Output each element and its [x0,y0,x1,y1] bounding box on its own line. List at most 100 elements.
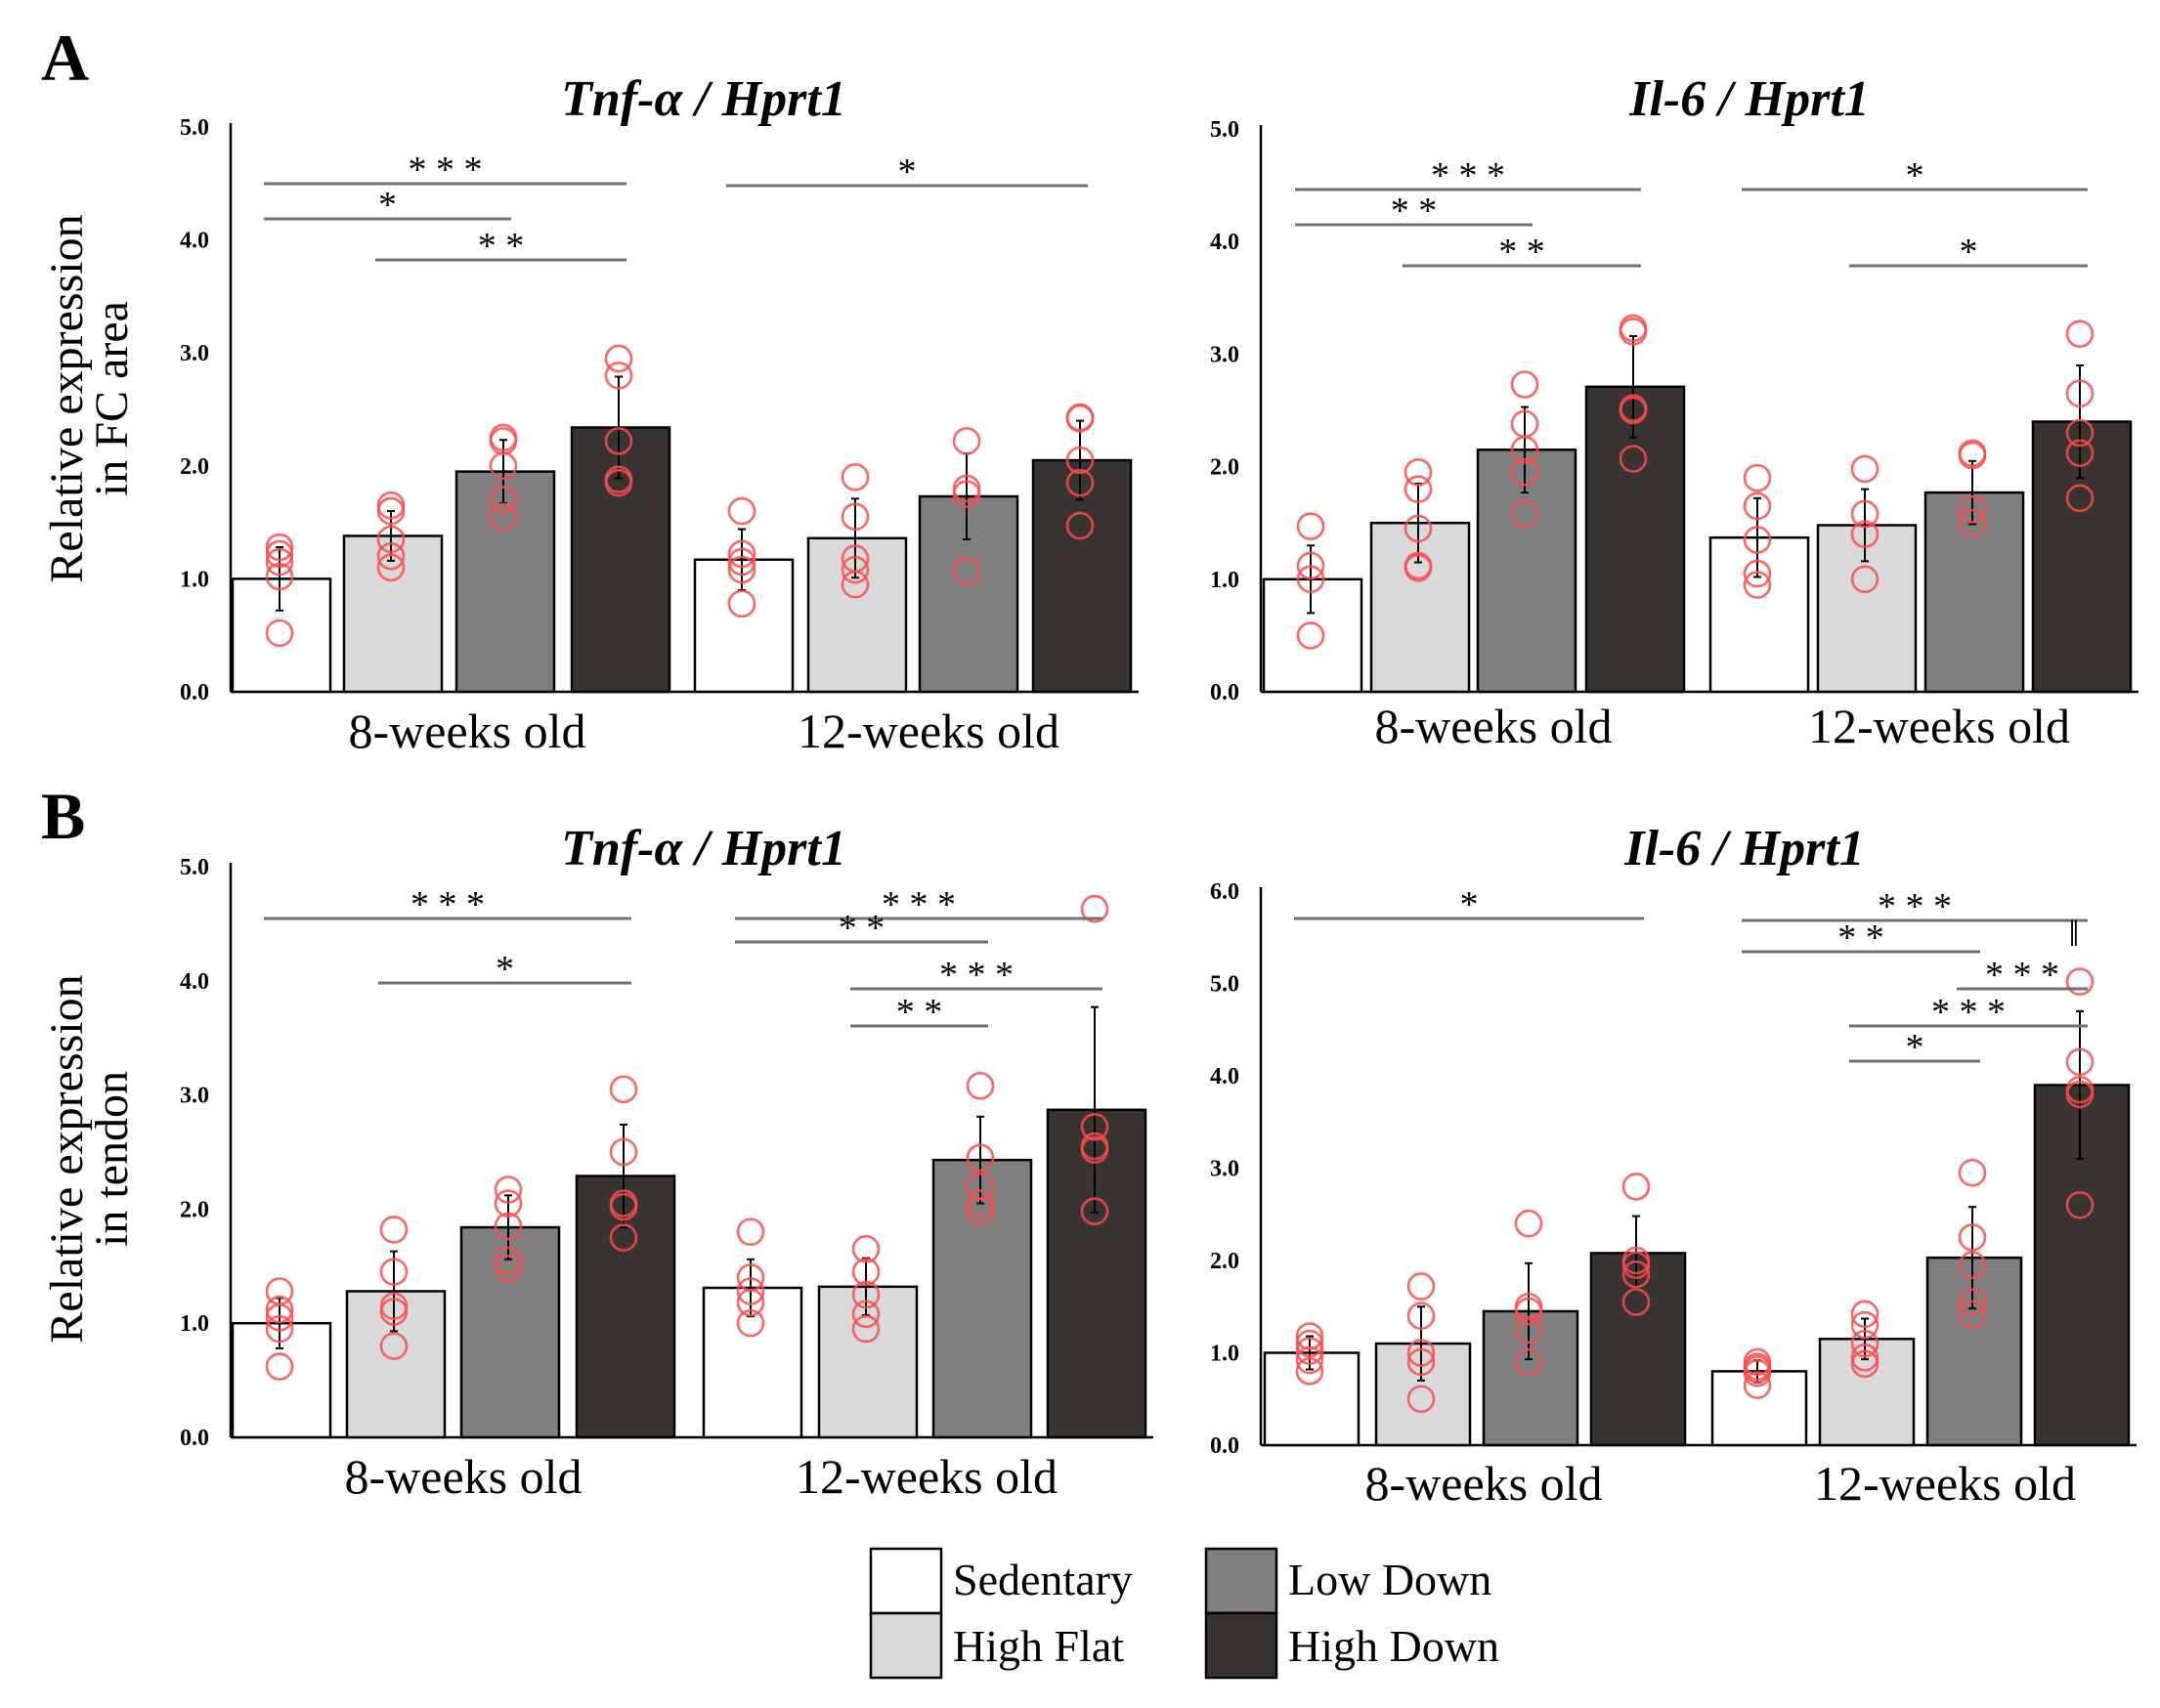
y-tick-label: 2.0 [1210,455,1239,481]
data-point [736,1277,765,1305]
data-point [265,619,294,648]
data-point [851,1258,881,1286]
data-point [1958,495,1987,524]
y-tick-label: 4.0 [180,229,209,254]
bar-sedentary [693,558,795,694]
data-point [1065,511,1095,540]
bar-sedentary [1708,535,1810,694]
data-point [494,1189,523,1217]
data-point [1295,1357,1324,1386]
y-tick-label: 1.0 [1210,1342,1239,1367]
panel-letter-b: B [41,779,85,853]
significance-label: * * [1391,191,1438,232]
category-label: 8-weeks old [1365,1456,1603,1511]
data-point [494,1254,523,1283]
chart-a-tnf: Tnf-α / Hprt1 0.0 1.0 2.0 3.0 4.0 5.0 8-weeks o… [180,71,1139,758]
y-tick-label: 2.0 [180,454,209,480]
data-point [604,427,633,455]
legend-label-low-down: Low Down [1288,1555,1491,1604]
data-point [1743,1371,1772,1399]
data-point [379,1292,409,1320]
y-tick-label: 4.0 [1210,230,1239,255]
chart-a-il6: Il-6 / Hprt1 0.0 1.0 2.0 3.0 4.0 5.0 8-weeks ol… [1210,71,2138,753]
data-point [851,1234,881,1263]
bar-high-down [1589,1252,1687,1447]
y-tick-label: 3.0 [180,341,209,366]
data-point [376,553,406,582]
data-point [1743,571,1772,599]
data-point [379,1258,409,1286]
data-point [1510,409,1539,439]
data-point [2065,379,2095,408]
data-point [604,465,633,493]
data-point [1080,1197,1109,1226]
significance-label: * * * [1431,155,1505,196]
category-label: 12-weeks old [796,1449,1058,1504]
significance-label: * [1960,232,1978,273]
y-tick-label: 0.0 [1210,1433,1239,1459]
y-tick-label: 3.0 [1210,342,1239,367]
bar-high-flat [342,534,444,694]
data-point [609,1137,638,1167]
data-point [265,547,294,576]
legend-swatch-high-down [1204,1611,1278,1680]
bar-high-down [2031,420,2133,694]
data-point [851,1314,881,1344]
data-point [727,547,756,576]
bar-low-down [454,470,556,694]
data-point [1080,894,1109,923]
data-point [1850,565,1879,594]
data-point [966,1172,995,1201]
significance-label: * * * [1931,992,2006,1033]
data-point [851,1280,881,1309]
data-point [1958,1158,1987,1187]
data-point [265,562,294,591]
y-axis-label-b: Relative expression in tendon [41,974,138,1343]
data-point [379,1332,409,1360]
data-point [376,525,406,554]
data-point [727,539,756,569]
data-point [1514,1209,1543,1238]
significance-label: * [378,185,397,226]
data-point [1065,468,1095,497]
y-axis-label-a-line2: in FC area [86,301,138,496]
data-point [1296,551,1325,580]
y-tick-label: 5.0 [1210,117,1239,143]
data-point [1080,1113,1109,1141]
data-point [1743,559,1772,588]
data-point [1404,475,1433,503]
y-tick-label: 0.0 [180,1426,209,1451]
bar-high-flat [1374,1342,1472,1447]
data-point [1958,1223,1987,1252]
bar-sedentary [1262,577,1363,694]
y-tick-label: 3.0 [180,1084,209,1109]
data-point [1958,1251,1987,1280]
bar-sedentary [1710,1370,1808,1447]
data-point [265,1295,294,1324]
y-tick-label: 1.0 [1210,568,1239,593]
data-point [1958,508,1987,537]
chart-title: Il-6 / Hprt1 [1628,71,1870,127]
data-point [1743,463,1772,492]
annotation-mark: ‖ [2069,914,2080,955]
data-point [952,557,981,585]
data-point [494,1246,523,1275]
data-point [1621,1173,1651,1201]
data-point [609,1075,638,1104]
data-point [1958,1288,1987,1316]
bar-high-down [1046,1108,1147,1439]
data-point [841,544,870,573]
data-point [604,344,633,373]
data-point [379,1216,409,1244]
data-point [376,491,406,520]
data-point [2065,967,2095,996]
data-point [1406,1347,1436,1377]
significance-label: * [1906,155,1924,196]
y-tick-label: 2.0 [180,1197,209,1222]
data-point [1296,565,1325,594]
data-point [1850,520,1879,549]
y-axis-label-b-line2: in tendon [86,1071,138,1247]
data-point [1958,439,1987,468]
data-point [489,423,518,452]
